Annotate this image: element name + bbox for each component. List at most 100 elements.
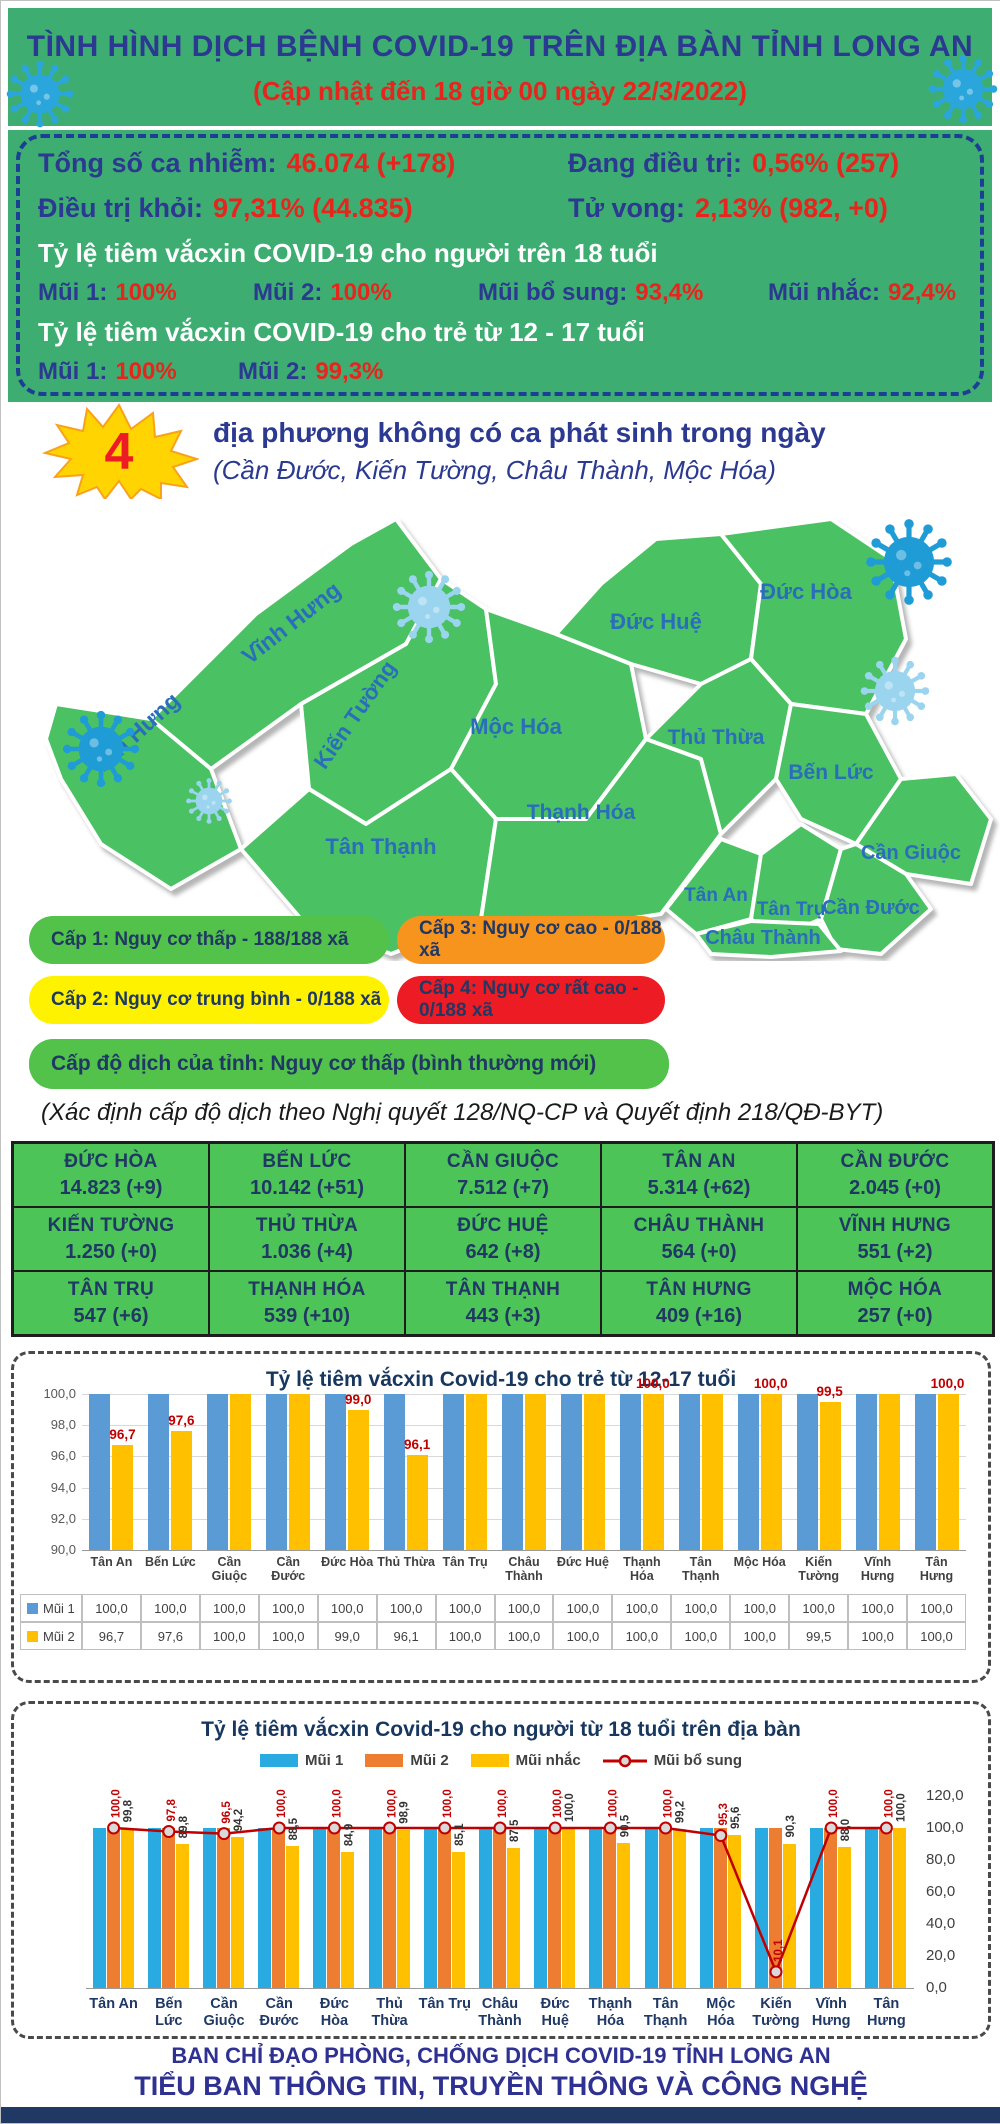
dose-value: 99,3% bbox=[315, 358, 384, 385]
bar-data-label: 96,1 bbox=[403, 1436, 431, 1452]
district-value: 443 (+3) bbox=[465, 1304, 541, 1327]
bar-mũi-nhắc bbox=[672, 1829, 686, 1988]
map-district-label: Châu Thành bbox=[705, 927, 821, 949]
category-label: Tân Thạnh bbox=[643, 1996, 688, 2030]
district-value: 5.314 (+62) bbox=[647, 1176, 751, 1199]
dose-label: Mũi 2: bbox=[238, 358, 308, 385]
bosung-data-label: 100,0 bbox=[387, 1789, 399, 1818]
category-label: Tân Trụ bbox=[442, 1555, 488, 1569]
right-axis-tick: 0,0 bbox=[926, 1979, 947, 1996]
district-name: THẠNH HÓA bbox=[248, 1278, 366, 1300]
bar-mui2 bbox=[583, 1394, 605, 1550]
gridline bbox=[82, 1487, 966, 1489]
map-district-label: Thủ Thừa bbox=[668, 726, 765, 749]
district-name: TÂN THẠNH bbox=[445, 1278, 561, 1300]
category-label: Bến Lức bbox=[145, 1555, 196, 1569]
district-cell: TÂN AN 5.314 (+62) bbox=[601, 1143, 797, 1207]
bottom-bar bbox=[1, 2107, 1000, 2123]
legend-swatch bbox=[470, 1754, 509, 1767]
chart1-title: Tỷ lệ tiêm vắcxin Covid-19 cho trẻ từ 12… bbox=[265, 1368, 737, 1391]
stats-dashed-border bbox=[16, 134, 984, 396]
risk-pill-cap1: Cấp 1: Nguy cơ thấp - 188/188 xã bbox=[29, 916, 389, 964]
table-value-cell: 97,6 bbox=[140, 1622, 200, 1650]
adult-dose-3: Mũi bổ sung: 93,4% bbox=[478, 279, 768, 307]
stat-recovered: Điều trị khỏi: 97,31% (44.835) bbox=[38, 193, 568, 224]
bar-mũi-nhắc bbox=[727, 1835, 741, 1988]
right-axis-tick: 100,0 bbox=[926, 1819, 964, 1836]
bar-mũi-nhắc bbox=[451, 1851, 465, 1988]
y-axis-tick: 98,0 bbox=[50, 1417, 76, 1433]
x-axis-line bbox=[86, 1988, 914, 1989]
bar-mũi-2 bbox=[217, 1828, 230, 1988]
x-axis-line bbox=[82, 1550, 966, 1551]
bar-mũi-1 bbox=[865, 1828, 879, 1988]
vax-adult-heading: Tỷ lệ tiêm vắcxin COVID-19 cho người trê… bbox=[38, 238, 658, 268]
category-label: Đức Hòa bbox=[321, 1555, 374, 1569]
dose-label: Mũi 1: bbox=[38, 279, 108, 306]
nhac-data-label: 88,0 bbox=[840, 1819, 852, 1841]
district-cell: TÂN HƯNG 409 (+16) bbox=[601, 1271, 797, 1335]
table-value-cell: 100,0 bbox=[199, 1622, 259, 1650]
district-cell: MỘC HÓA 257 (+0) bbox=[797, 1271, 993, 1335]
table-value-cell: 100,0 bbox=[199, 1594, 259, 1622]
risk-pill-label: Cấp 2: Nguy cơ trung bình - 0/188 xã bbox=[51, 989, 382, 1010]
vax-adult-doses: Mũi 1: 100% Mũi 2: 100% Mũi bổ sung: 93,4% Mũi… bbox=[38, 279, 968, 307]
bar-mui1 bbox=[207, 1394, 229, 1550]
district-cell: TÂN THẠNH 443 (+3) bbox=[405, 1271, 601, 1335]
bar-data-label: 100,0 bbox=[635, 1376, 670, 1391]
district-value: 1.250 (+0) bbox=[65, 1240, 157, 1263]
table-value-cell: 100,0 bbox=[789, 1594, 849, 1622]
bar-data-label: 96,7 bbox=[109, 1427, 136, 1443]
nhac-data-label: 85,1 bbox=[454, 1823, 466, 1846]
bosung-data-label: 95,3 bbox=[718, 1803, 730, 1825]
category-label: Tân Hưng bbox=[919, 1555, 954, 1584]
right-axis-tick: 40,0 bbox=[926, 1915, 956, 1932]
nhac-data-label: 100,0 bbox=[564, 1793, 576, 1822]
bar-mui1 bbox=[384, 1394, 406, 1550]
bar-mui2 bbox=[289, 1394, 311, 1550]
bosung-data-label: 100,0 bbox=[883, 1789, 895, 1818]
district-cell: BẾN LỨC 10.142 (+51) bbox=[209, 1143, 405, 1207]
category-label: Tân An bbox=[90, 1555, 133, 1569]
map-district-label: Đức Huệ bbox=[610, 609, 702, 634]
district-name: CHÂU THÀNH bbox=[633, 1214, 765, 1236]
bar-data-label: 97,6 bbox=[168, 1413, 195, 1429]
category-label: Tân Trụ bbox=[418, 1996, 471, 2012]
y-axis-tick: 90,0 bbox=[50, 1542, 76, 1557]
district-name: BẾN LỨC bbox=[262, 1150, 352, 1172]
bar-mui1 bbox=[619, 1394, 641, 1550]
map-district-label: Cần Giuộc bbox=[861, 842, 961, 864]
stat-label: Điều trị khỏi: bbox=[38, 193, 204, 223]
bar-mui1 bbox=[266, 1394, 288, 1550]
table-value-cell: 100,0 bbox=[494, 1622, 554, 1650]
right-axis-tick: 80,0 bbox=[926, 1851, 956, 1868]
category-label: Đức Huệ bbox=[556, 1555, 609, 1569]
series-name-cell: Mũi 1 bbox=[20, 1594, 82, 1622]
starburst-icon: 4 bbox=[41, 403, 199, 499]
bar-mũi-1 bbox=[258, 1828, 272, 1988]
legend-item: Mũi nhắc bbox=[470, 1752, 581, 1769]
category-label: Mộc Hóa bbox=[733, 1555, 786, 1569]
bosung-data-label: 100,0 bbox=[111, 1789, 123, 1818]
legend-label: Mũi nhắc bbox=[515, 1752, 581, 1769]
vax-child-doses: Mũi 1: 100% Mũi 2: 99,3% bbox=[38, 358, 968, 386]
category-label: Kiến Tường bbox=[798, 1555, 840, 1584]
category-label: Châu Thành bbox=[478, 1996, 522, 2030]
bar-data-label: 100,0 bbox=[753, 1376, 788, 1391]
stat-value: 2,13% (982, +0) bbox=[695, 193, 888, 223]
bar-mui2 bbox=[171, 1431, 193, 1550]
district-case-table: ĐỨC HÒA 14.823 (+9) BẾN LỨC 10.142 (+51) CẦN… bbox=[11, 1141, 995, 1337]
adult-dose-2: Mũi 2: 100% bbox=[253, 279, 478, 307]
table-value-cell: 100,0 bbox=[612, 1622, 672, 1650]
table-value-cell: 100,0 bbox=[494, 1594, 554, 1622]
gridline bbox=[82, 1456, 966, 1458]
map-district-shape bbox=[819, 842, 933, 956]
district-name: ĐỨC HÒA bbox=[64, 1150, 158, 1172]
table-value-cell: 99,0 bbox=[317, 1622, 377, 1650]
nhac-data-label: 95,6 bbox=[730, 1807, 742, 1829]
table-value-cell: 100,0 bbox=[671, 1622, 731, 1650]
bar-mũi-nhắc bbox=[120, 1828, 134, 1988]
bar-mũi-1 bbox=[92, 1828, 106, 1988]
bar-mui2 bbox=[230, 1394, 252, 1550]
